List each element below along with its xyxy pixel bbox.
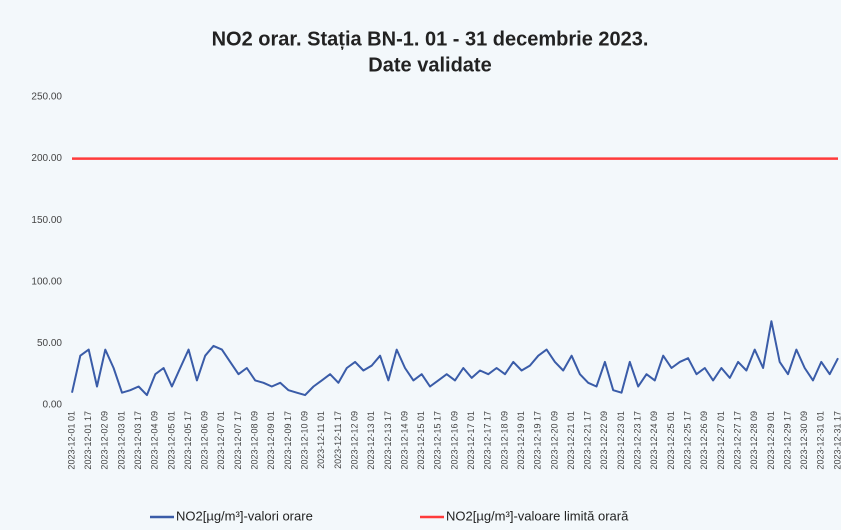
x-tick-label: 2023-12-01 01 (66, 411, 76, 470)
x-tick-label: 2023-12-24 09 (649, 411, 659, 470)
x-tick-label: 2023-12-03 17 (133, 411, 143, 470)
x-tick-label: 2023-12-31 17 (832, 411, 841, 470)
chart-subtitle: Date validate (368, 54, 491, 76)
x-tick-label: 2023-12-05 17 (183, 411, 193, 470)
x-tick-label: 2023-12-17 17 (483, 411, 493, 470)
x-tick-label: 2023-12-18 09 (499, 411, 509, 470)
x-tick-label: 2023-12-04 09 (150, 411, 160, 470)
x-tick-label: 2023-12-25 17 (683, 411, 693, 470)
x-tick-label: 2023-12-13 17 (383, 411, 393, 470)
x-tick-label: 2023-12-11 17 (333, 411, 343, 469)
x-tick-label: 2023-12-17 01 (466, 411, 476, 470)
legend-label: NO2[µg/m³]-valori orare (176, 508, 313, 523)
y-tick-label: 250.00 (31, 92, 62, 103)
x-tick-label: 2023-12-27 17 (732, 411, 742, 470)
legend-label: NO2[µg/m³]-valoare limită orară (446, 508, 629, 523)
x-tick-label: 2023-12-12 09 (349, 411, 359, 470)
x-tick-label: 2023-12-28 09 (749, 411, 759, 470)
y-tick-label: 50.00 (37, 338, 62, 349)
chart-title: NO2 orar. Stația BN-1. 01 - 31 decembrie… (212, 28, 649, 50)
x-tick-label: 2023-12-25 01 (666, 411, 676, 470)
x-tick-label: 2023-12-08 09 (250, 411, 260, 470)
x-tick-label: 2023-12-19 17 (533, 411, 543, 470)
x-tick-label: 2023-12-31 01 (816, 411, 826, 470)
x-tick-label: 2023-12-19 01 (516, 411, 526, 470)
x-tick-label: 2023-12-10 09 (300, 411, 310, 470)
x-tick-label: 2023-12-23 17 (633, 411, 643, 470)
x-tick-label: 2023-12-06 09 (200, 411, 210, 470)
x-tick-label: 2023-12-23 01 (616, 411, 626, 470)
y-tick-label: 100.00 (31, 276, 62, 287)
y-tick-label: 0.00 (43, 400, 63, 411)
x-tick-label: 2023-12-21 17 (583, 411, 593, 470)
x-tick-label: 2023-12-14 09 (399, 411, 409, 470)
x-tick-label: 2023-12-30 09 (799, 411, 809, 470)
x-tick-label: 2023-12-03 01 (116, 411, 126, 470)
x-tick-label: 2023-12-15 17 (433, 411, 443, 470)
x-tick-label: 2023-12-21 01 (566, 411, 576, 470)
x-tick-label: 2023-12-27 01 (716, 411, 726, 470)
x-tick-label: 2023-12-09 17 (283, 411, 293, 470)
x-tick-label: 2023-12-22 09 (599, 411, 609, 470)
x-tick-label: 2023-12-29 01 (766, 411, 776, 470)
x-tick-label: 2023-12-29 17 (782, 411, 792, 470)
series-line (71, 320, 839, 397)
x-tick-label: 2023-12-16 09 (449, 411, 459, 470)
x-tick-label: 2023-12-07 01 (216, 411, 226, 470)
y-tick-label: 200.00 (31, 153, 62, 164)
x-tick-label: 2023-12-02 09 (100, 411, 110, 470)
x-tick-label: 2023-12-09 01 (266, 411, 276, 470)
x-tick-label: 2023-12-11 01 (316, 411, 326, 469)
x-tick-label: 2023-12-15 01 (416, 411, 426, 470)
x-tick-label: 2023-12-26 09 (699, 411, 709, 470)
x-tick-label: 2023-12-20 09 (549, 411, 559, 470)
x-tick-label: 2023-12-01 17 (83, 411, 93, 470)
y-tick-label: 150.00 (31, 215, 62, 226)
x-tick-label: 2023-12-13 01 (366, 411, 376, 470)
x-tick-label: 2023-12-05 01 (166, 411, 176, 470)
x-tick-label: 2023-12-07 17 (233, 411, 243, 470)
